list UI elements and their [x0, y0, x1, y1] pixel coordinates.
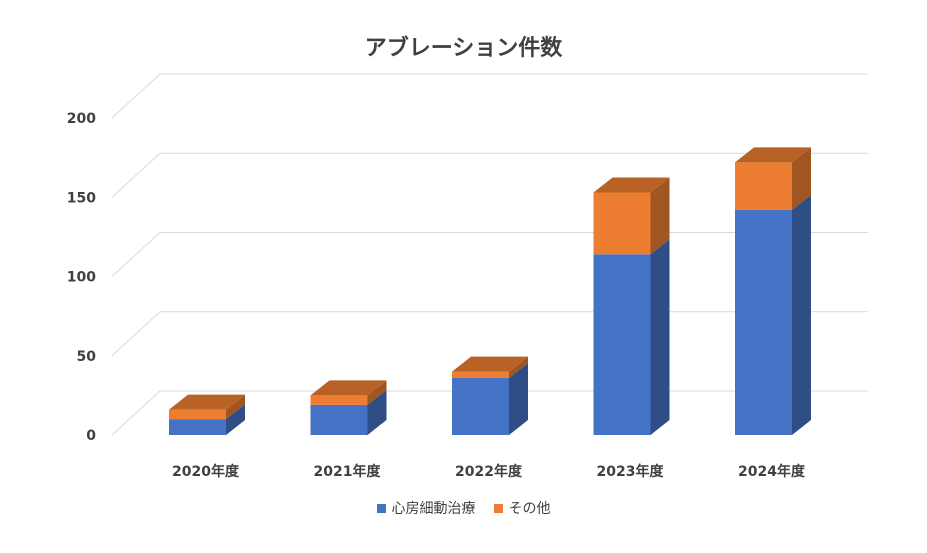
- bar-side-4-series-0: [792, 194, 811, 435]
- y-axis-ticks: 0 50 100 150 200: [67, 111, 96, 444]
- legend-item-series-1: その他: [493, 498, 551, 518]
- bar-4-series-0: [735, 209, 792, 435]
- bar-side-0-series-1: [226, 394, 245, 420]
- legend-swatch-series-1: [493, 503, 503, 513]
- gridline-diagonal-0: [111, 390, 161, 436]
- legend-label-series-1: その他: [508, 501, 551, 517]
- chart-title: アブレーション件数: [364, 36, 563, 61]
- legend-label-series-0: 心房細動治療: [391, 501, 476, 517]
- bar-3-series-0: [593, 254, 651, 435]
- bar-0-series-0: [169, 419, 226, 435]
- y-tick-label-4: 200: [67, 111, 96, 127]
- x-tick-label-2: 2022年度: [455, 463, 523, 480]
- y-tick-label-2: 100: [67, 270, 96, 286]
- gridline-diagonal-1: [111, 311, 161, 357]
- legend-item-series-0: 心房細動治療: [376, 498, 476, 518]
- bar-side-0-series-0: [226, 404, 245, 435]
- bar-4-series-1: [735, 162, 792, 210]
- legend-swatch-series-0: [376, 503, 386, 513]
- x-tick-label-4: 2024年度: [738, 463, 806, 480]
- bar-top-3: [593, 177, 670, 193]
- bar-side-2-series-0: [509, 362, 528, 435]
- x-tick-label-1: 2021年度: [314, 463, 382, 480]
- bar-0-series-1: [169, 409, 226, 420]
- x-tick-label-0: 2020年度: [172, 463, 240, 480]
- bar-side-1-series-0: [367, 389, 387, 435]
- legend: 心房細動治療 その他: [0, 498, 927, 518]
- gridline-diagonal-3: [111, 152, 161, 198]
- bar-side-1-series-1: [367, 380, 387, 405]
- bars-layer: [169, 147, 811, 435]
- bar-top-1: [310, 380, 387, 396]
- bar-2-series-1: [452, 371, 509, 378]
- bar-top-2: [452, 356, 528, 372]
- bar-1-series-1: [310, 395, 368, 405]
- x-axis-labels: 2020年度 2021年度 2022年度 2023年度 2024年度: [172, 463, 806, 480]
- bar-side-3-series-0: [650, 239, 670, 435]
- bar-2-series-0: [452, 377, 509, 435]
- gridline-diagonal-4: [111, 73, 161, 119]
- gridline-diagonal-2: [111, 232, 161, 277]
- bar-3-series-1: [593, 192, 651, 255]
- bar-top-4: [735, 147, 811, 163]
- bar-1-series-0: [310, 404, 368, 435]
- y-tick-label-0: 0: [86, 428, 96, 444]
- bar-side-2-series-1: [509, 356, 528, 378]
- bar-top-0: [169, 394, 245, 410]
- y-tick-label-3: 150: [67, 190, 96, 206]
- y-tick-label-1: 50: [77, 349, 97, 365]
- bar-side-4-series-1: [792, 147, 811, 210]
- x-tick-label-3: 2023年度: [597, 463, 665, 480]
- bar-side-3-series-1: [650, 177, 670, 255]
